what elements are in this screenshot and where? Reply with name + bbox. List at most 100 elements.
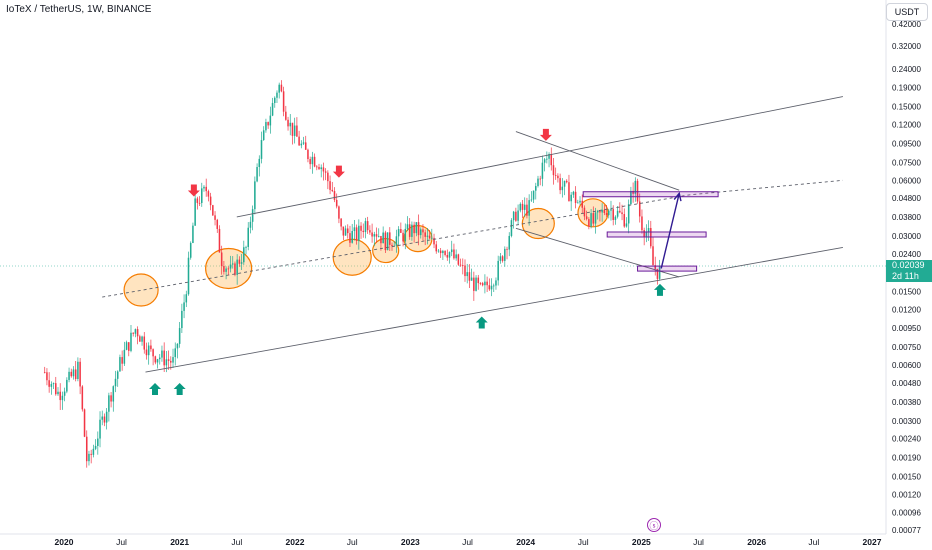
candle-body-263 [623, 214, 626, 227]
candle-body-145 [362, 230, 365, 233]
candle-body-191 [464, 265, 466, 277]
trend-line-2 [102, 179, 843, 298]
candle-body-168 [413, 224, 415, 234]
candle-body-198 [479, 283, 482, 284]
price-tick-label: 0.00240 [892, 435, 921, 444]
candle-body-100 [262, 130, 265, 141]
candle-body-208 [501, 256, 504, 261]
candle-body-27 [101, 416, 104, 420]
candle-body-269 [636, 180, 639, 202]
candle-body-17 [79, 361, 81, 387]
candle-body-237 [565, 180, 568, 183]
candle-body-279 [658, 265, 661, 279]
candle-body-94 [249, 221, 252, 228]
candle-body-38 [125, 342, 128, 350]
candle-body-98 [258, 158, 261, 168]
candle-body-190 [462, 265, 464, 266]
price-tick-label: 0.12000 [892, 121, 921, 130]
price-tick-label: 0.01500 [892, 288, 921, 297]
buy-arrow-icon-3 [475, 316, 488, 329]
candle-body-192 [466, 272, 468, 277]
target-zone-3 [637, 265, 698, 272]
candle-body-21 [88, 453, 90, 462]
candle-body-48 [147, 345, 150, 356]
candle-body-165 [406, 224, 409, 229]
tradingview-logo-icon[interactable]: ⓢ [647, 518, 661, 532]
candle-body-209 [504, 248, 506, 261]
candle-body-75 [207, 191, 210, 197]
time-tick-label: Jul [693, 537, 704, 547]
candle-body-53 [158, 357, 161, 360]
time-tick-label: 2025 [632, 537, 651, 547]
candle-body-133 [335, 199, 338, 207]
candle-body-183 [446, 254, 449, 258]
candle-body-158 [391, 244, 393, 247]
price-tick-label: 0.04800 [892, 194, 921, 203]
candle-body-268 [634, 180, 637, 194]
candle-body-189 [459, 264, 462, 266]
last-price-value: 0.02039 [892, 260, 925, 270]
price-tick-label: 0.00480 [892, 379, 921, 388]
candle-body-108 [280, 84, 283, 92]
candle-body-255 [605, 213, 608, 216]
candle-body-62 [178, 328, 181, 344]
candle-body-130 [329, 181, 331, 190]
candle-body-155 [384, 232, 387, 251]
candle-body-35 [119, 357, 121, 372]
price-tick-label: 0.19000 [892, 84, 921, 93]
candle-body-195 [473, 277, 475, 291]
candle-body-265 [627, 204, 630, 224]
candle-body-216 [519, 203, 522, 211]
price-tick-label: 0.00150 [892, 472, 921, 481]
candle-body-59 [172, 357, 174, 363]
time-tick-label: Jul [231, 537, 242, 547]
candle-body-196 [475, 277, 477, 291]
candle-body-207 [499, 256, 502, 261]
price-tick-label: 0.01200 [892, 305, 921, 314]
candle-body-16 [77, 361, 79, 379]
candle-body-225 [539, 178, 541, 180]
candle-body-33 [114, 378, 117, 387]
candle-body-276 [652, 246, 654, 266]
candle-body-124 [316, 166, 318, 168]
candle-body-221 [530, 199, 533, 201]
candle-body-24 [94, 445, 97, 449]
candle-body-63 [181, 310, 183, 329]
candle-body-87 [234, 263, 236, 275]
candle-body-52 [156, 359, 159, 363]
trend-line-3 [236, 96, 843, 218]
candle-body-251 [596, 210, 599, 213]
candle-body-235 [561, 186, 564, 191]
candle-body-202 [488, 285, 491, 290]
candle-body-74 [205, 186, 207, 192]
trend-line-4 [515, 131, 680, 191]
candle-body-160 [395, 236, 398, 246]
candle-body-274 [647, 228, 650, 232]
candle-body-107 [278, 84, 280, 93]
candle-body-148 [369, 230, 371, 233]
candle-body-197 [477, 277, 480, 284]
candle-body-123 [313, 156, 316, 167]
currency-selector[interactable]: USDT [886, 3, 928, 21]
candle-body-177 [433, 237, 435, 245]
candle-body-188 [457, 254, 460, 265]
candle-body-135 [340, 218, 342, 227]
candle-body-278 [656, 268, 659, 279]
candle-body-173 [424, 232, 426, 237]
candle-body-200 [484, 281, 486, 286]
time-tick-label: Jul [578, 537, 589, 547]
candle-body-270 [638, 201, 641, 217]
trend-line-5 [515, 227, 680, 278]
candle-body-1 [43, 372, 46, 373]
candle-body-60 [174, 348, 177, 358]
candle-body-4 [50, 384, 53, 387]
time-tick-label: 2027 [863, 537, 882, 547]
candle-body-91 [243, 247, 245, 263]
candle-body-248 [590, 213, 592, 227]
candle-body-169 [415, 222, 418, 234]
candle-body-166 [408, 224, 411, 237]
candle-body-18 [81, 386, 84, 410]
candle-body-264 [625, 223, 628, 227]
candle-body-211 [508, 235, 511, 250]
